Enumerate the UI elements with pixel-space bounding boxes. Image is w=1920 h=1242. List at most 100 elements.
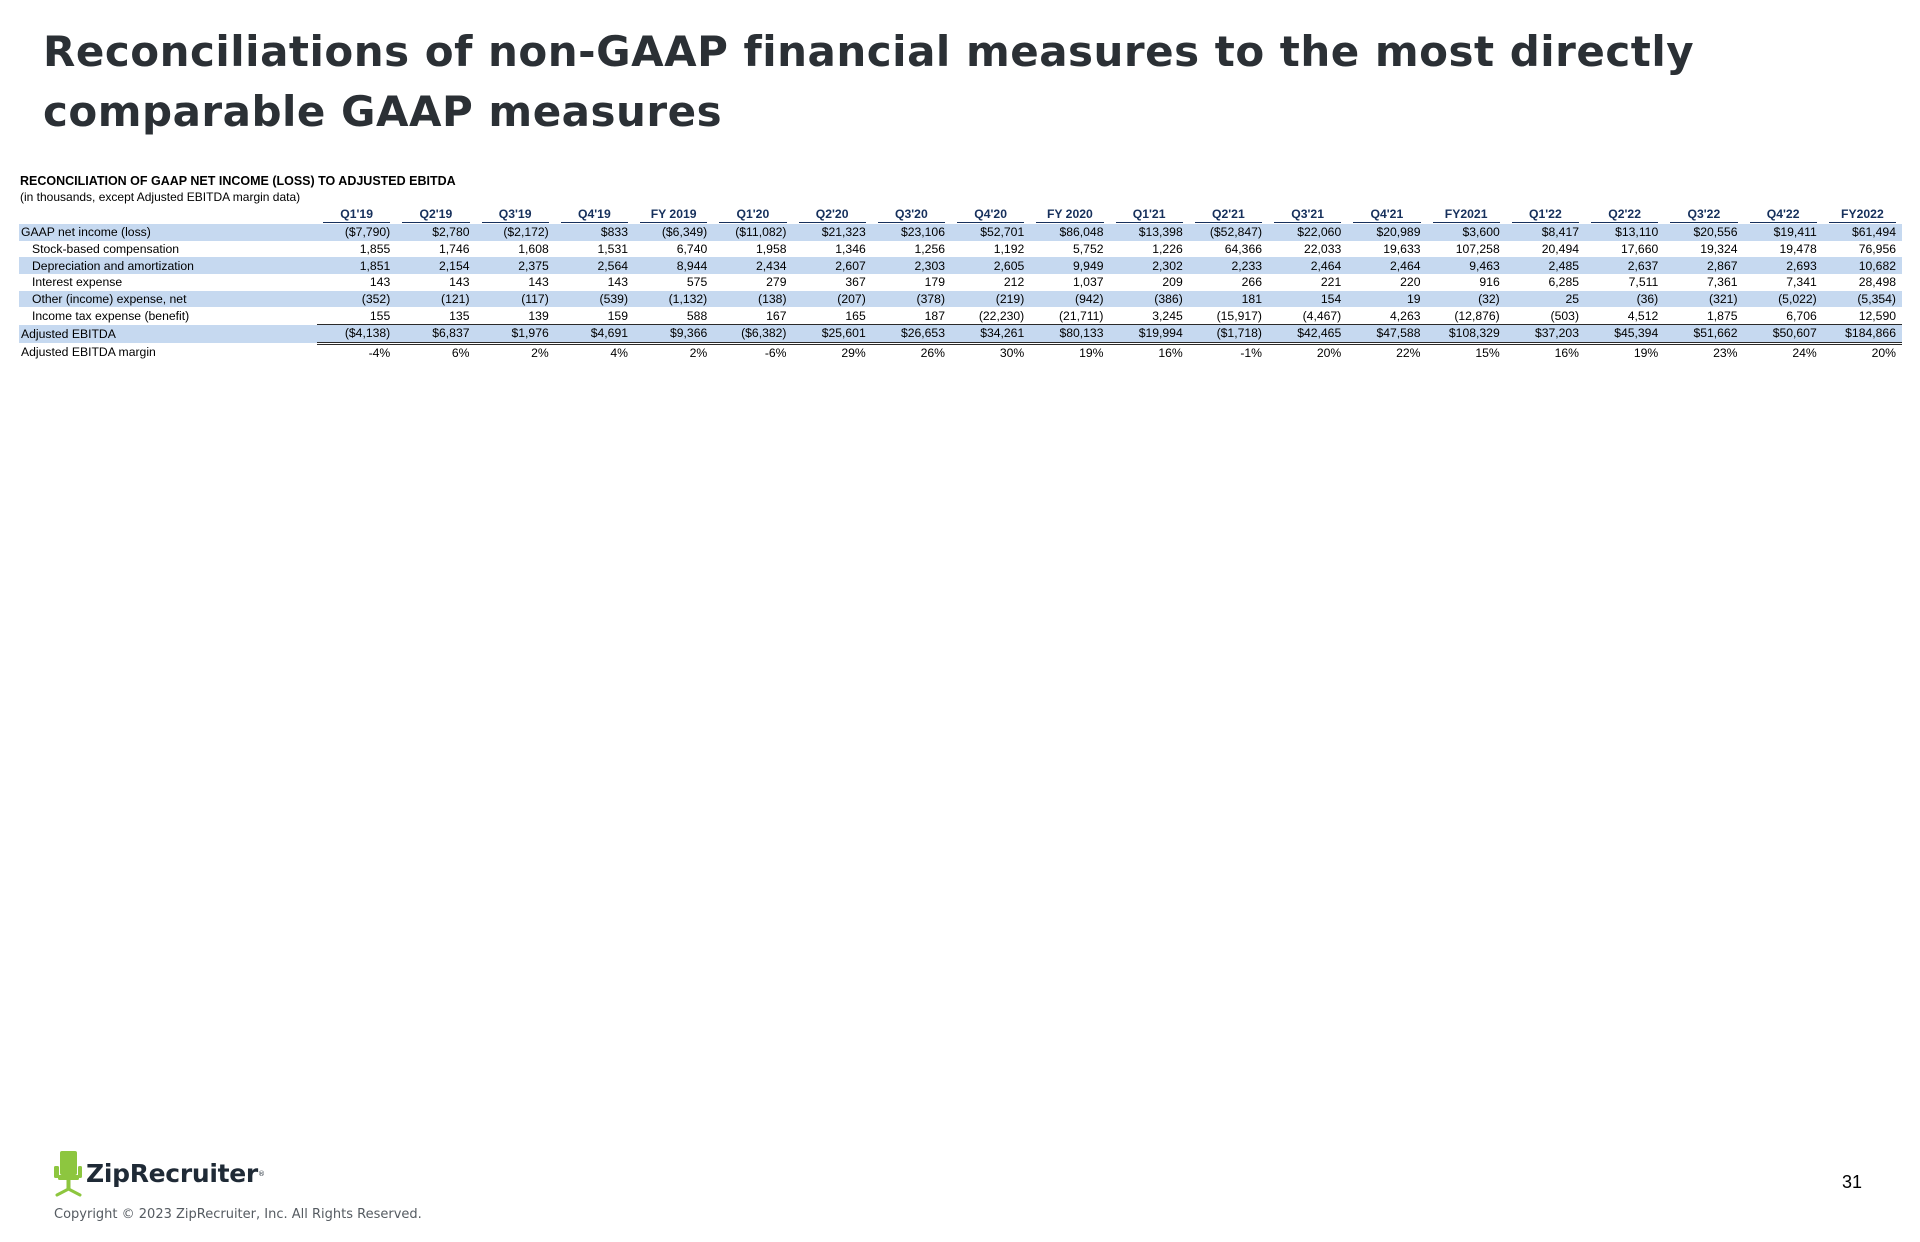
value-cell: $833 (554, 224, 634, 241)
value-cell: 20,494 (1541, 242, 1579, 257)
value-cell: 1,875 (1664, 307, 1744, 326)
value-cell: $50,607 (1743, 324, 1823, 345)
value-cell: 6,285 (1548, 275, 1580, 290)
value-cell: (15,917) (1188, 307, 1268, 326)
value-cell: 367 (845, 275, 866, 290)
value-cell: (12,876) (1426, 307, 1506, 326)
value-cell: (21,711) (1030, 307, 1110, 326)
column-header: Q2'22 (1585, 207, 1664, 224)
table-header-row: Q1'19 Q2'19 Q3'19 Q4'19 FY 2019 Q1'20 Q2'20 Q3'… (19, 207, 1902, 224)
value-cell: 16% (1554, 346, 1579, 361)
value-cell: 1,851 (317, 257, 397, 275)
value-cell: (4,467) (1268, 307, 1348, 326)
value-cell: 135 (396, 307, 476, 326)
value-cell: (1,132) (634, 290, 714, 308)
copyright-notice: Copyright © 2023 ZipRecruiter, Inc. All … (54, 1207, 422, 1222)
value-cell: $26,653 (871, 324, 951, 345)
value-cell: 155 (317, 307, 397, 326)
row-label: GAAP net income (loss) (19, 224, 317, 241)
value-cell: $51,662 (1664, 324, 1744, 345)
value-cell: ($52,847) (1188, 224, 1268, 241)
value-cell: 9,949 (1030, 257, 1110, 275)
value-cell: 8,944 (634, 257, 714, 275)
value-cell: $8,417 (1505, 224, 1585, 241)
value-cell: 279 (766, 275, 787, 290)
value-cell: 23% (1713, 346, 1738, 361)
ziprecruiter-logo: ZipRecruiter® (54, 1151, 314, 1197)
value-cell: 20% (1316, 346, 1342, 361)
column-header: FY2021 (1427, 207, 1506, 224)
row-label: Income tax expense (benefit) (32, 309, 190, 324)
row-label: Depreciation and amortization (19, 257, 317, 275)
value-cell: (5,022) (1743, 290, 1823, 308)
value-cell: 1,746 (439, 242, 470, 257)
value-cell: $22,060 (1268, 224, 1348, 241)
value-cell: $80,133 (1030, 324, 1110, 345)
value-cell: 10,682 (1822, 257, 1902, 275)
value-cell: (539) (554, 290, 634, 308)
column-header: Q4'19 (555, 207, 634, 224)
value-cell: -6% (764, 346, 787, 361)
value-cell: 266 (1241, 275, 1262, 290)
value-cell: $184,866 (1822, 324, 1902, 345)
value-cell: 1,608 (518, 242, 549, 257)
value-cell: 22,033 (1303, 242, 1342, 257)
row-label: Other (income) expense, net (19, 290, 317, 308)
value-cell: (386) (1109, 290, 1189, 308)
value-cell: 2,693 (1743, 257, 1823, 275)
value-cell: (117) (475, 290, 555, 308)
value-cell: 4,512 (1585, 307, 1665, 326)
column-header: Q4'22 (1744, 207, 1823, 224)
value-cell: 6% (451, 346, 470, 361)
value-cell: 139 (475, 307, 555, 326)
value-cell: 143 (607, 275, 628, 290)
column-header: Q1'22 (1506, 207, 1585, 224)
column-header: Q3'19 (476, 207, 555, 224)
value-cell: (321) (1664, 290, 1744, 308)
value-cell: 181 (1188, 290, 1268, 308)
value-cell: $21,323 (792, 224, 872, 241)
value-cell: (22,230) (951, 307, 1031, 326)
reconciliation-table: Q1'19 Q2'19 Q3'19 Q4'19 FY 2019 Q1'20 Q2'20 Q3'… (19, 207, 1902, 362)
value-cell: ($1,718) (1188, 324, 1268, 345)
value-cell: 167 (713, 307, 793, 326)
value-cell: 2,464 (1268, 257, 1348, 275)
row-label: Adjusted EBITDA (19, 324, 317, 344)
value-cell: $3,600 (1426, 224, 1506, 241)
value-cell: 916 (1479, 275, 1500, 290)
column-header: FY2022 (1823, 207, 1902, 224)
value-cell: (207) (792, 290, 872, 308)
value-cell: 179 (924, 275, 945, 290)
column-header: Q2'21 (1189, 207, 1268, 224)
value-cell: 17,660 (1620, 242, 1659, 257)
value-cell: (219) (951, 290, 1031, 308)
value-cell: 64,366 (1224, 242, 1262, 257)
slide-title: Reconciliations of non-GAAP financial me… (43, 27, 1695, 136)
column-header: FY 2019 (634, 207, 713, 224)
value-cell: 575 (686, 275, 708, 290)
value-cell: 2,607 (792, 257, 872, 275)
page-number: 31 (1842, 1172, 1863, 1192)
column-header: Q3'22 (1664, 207, 1743, 224)
row-depreciation-amortization: Depreciation and amortization 1,851 2,154 2… (19, 257, 1902, 275)
value-cell: ($6,382) (713, 324, 793, 345)
value-cell: 2,303 (871, 257, 951, 275)
column-header: Q3'20 (872, 207, 951, 224)
value-cell: 19,324 (1700, 242, 1738, 257)
value-cell: 588 (634, 307, 714, 326)
value-cell: $20,556 (1664, 224, 1744, 241)
row-income-tax-expense: Income tax expense (benefit) 155 135 139 159… (19, 307, 1902, 326)
value-cell: 2% (689, 346, 708, 361)
value-cell: (5,354) (1822, 290, 1902, 308)
value-cell: $108,329 (1426, 324, 1506, 345)
value-cell: 2,605 (951, 257, 1031, 275)
value-cell: $86,048 (1030, 224, 1110, 241)
value-cell: (352) (317, 290, 397, 308)
value-cell: 22% (1396, 346, 1421, 361)
value-cell: 1,958 (756, 242, 787, 257)
value-cell: 2,302 (1109, 257, 1189, 275)
value-cell: 6,740 (676, 242, 708, 257)
row-label: Interest expense (32, 275, 123, 290)
value-cell: 4% (610, 346, 628, 361)
value-cell: 221 (1320, 275, 1342, 290)
